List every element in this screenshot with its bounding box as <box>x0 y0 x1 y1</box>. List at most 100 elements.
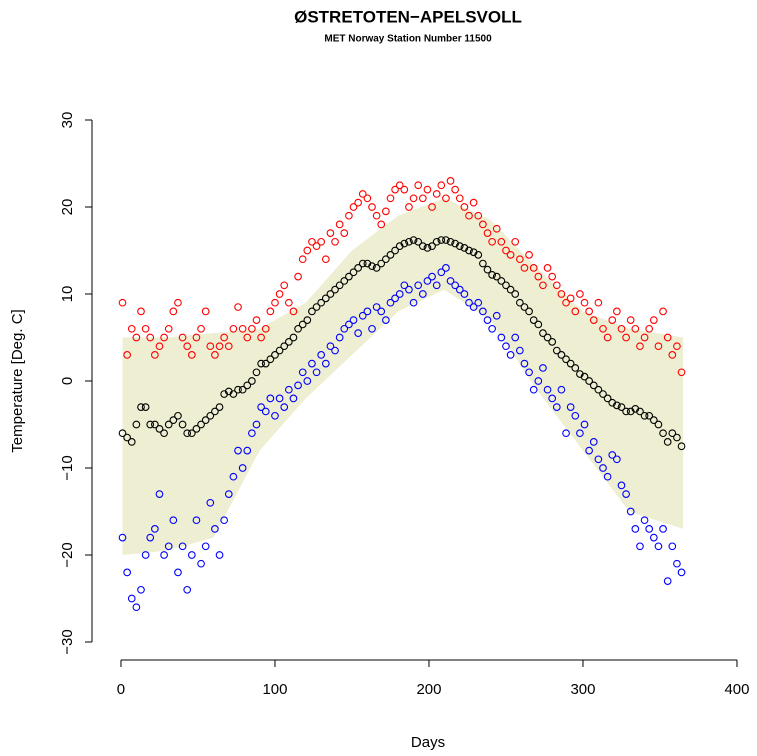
data-point <box>483 229 492 237</box>
data-point <box>603 394 612 403</box>
data-point <box>515 298 524 307</box>
data-point <box>308 237 316 246</box>
data-point <box>391 246 399 255</box>
data-point <box>178 420 187 429</box>
data-point <box>146 420 155 429</box>
data-point <box>197 420 205 429</box>
data-point <box>613 401 621 410</box>
data-point <box>372 211 381 220</box>
data-point <box>654 342 663 351</box>
data-point <box>321 359 330 368</box>
data-point <box>631 324 640 333</box>
data-point <box>275 394 284 403</box>
data-point <box>479 259 487 268</box>
data-point <box>187 429 196 438</box>
data-point <box>326 290 335 298</box>
data-point <box>414 237 423 246</box>
data-point <box>423 244 432 252</box>
data-point <box>562 298 570 307</box>
data-point <box>442 264 450 272</box>
data-point <box>197 559 205 568</box>
data-point <box>603 472 612 481</box>
data-point <box>492 272 501 281</box>
data-point <box>164 542 173 551</box>
data-point <box>589 316 598 324</box>
data-point <box>151 525 159 533</box>
data-point <box>386 251 395 259</box>
data-point <box>178 542 187 551</box>
data-point <box>626 507 635 516</box>
data-point <box>603 333 612 342</box>
data-point <box>617 324 626 333</box>
data-point <box>663 333 672 342</box>
chart-title: ØSTRETOTEN−APELSVOLL <box>294 7 522 26</box>
data-point <box>409 194 418 203</box>
y-tick-label: −30 <box>59 629 76 654</box>
data-point <box>566 359 575 368</box>
data-point <box>215 342 224 351</box>
data-point <box>289 333 298 342</box>
data-point <box>137 585 145 594</box>
data-point <box>645 525 654 533</box>
data-point <box>345 272 353 281</box>
data-point <box>220 516 229 525</box>
data-point <box>543 333 552 342</box>
data-point <box>317 237 326 246</box>
data-point <box>608 451 617 459</box>
data-point <box>261 359 270 368</box>
data-point <box>617 481 626 490</box>
data-point <box>428 272 436 281</box>
data-point <box>529 385 538 394</box>
data-point <box>432 281 441 290</box>
data-point <box>608 316 617 324</box>
data-point <box>640 516 649 525</box>
x-tick-label: 100 <box>262 681 287 698</box>
data-point <box>511 290 520 298</box>
data-point <box>659 429 667 438</box>
data-point <box>488 271 496 279</box>
data-point <box>266 394 275 403</box>
data-point <box>566 403 575 411</box>
data-point <box>386 194 395 203</box>
data-point <box>626 316 635 324</box>
data-point <box>257 333 265 342</box>
data-point <box>238 464 247 472</box>
data-point <box>585 446 593 455</box>
data-point <box>160 429 168 438</box>
data-point <box>594 298 603 307</box>
data-point <box>497 333 506 342</box>
data-point <box>534 377 543 385</box>
y-axis-label: Temperature [Deg. C] <box>9 309 26 452</box>
data-point <box>659 525 667 533</box>
data-point <box>525 368 533 377</box>
data-point <box>137 307 145 316</box>
data-point <box>275 346 284 355</box>
data-point <box>636 342 644 351</box>
data-point <box>451 281 460 290</box>
data-point <box>178 333 187 342</box>
data-point <box>146 533 155 542</box>
data-point <box>511 237 520 246</box>
x-tick-label: 300 <box>570 681 595 698</box>
x-tick-label: 0 <box>117 681 125 698</box>
data-point <box>354 264 362 272</box>
data-point <box>418 194 427 203</box>
data-point <box>215 403 224 411</box>
data-point <box>539 364 547 372</box>
data-point <box>557 351 566 359</box>
data-point <box>677 442 686 451</box>
data-point <box>649 533 658 542</box>
data-point <box>534 320 543 329</box>
data-point <box>529 316 538 324</box>
data-point <box>400 281 409 290</box>
data-point <box>465 246 473 255</box>
data-point <box>515 255 524 264</box>
data-point <box>534 272 543 281</box>
data-point <box>289 307 298 316</box>
data-point <box>497 237 506 246</box>
data-point <box>539 329 547 338</box>
data-point <box>677 368 686 377</box>
data-point <box>613 455 621 464</box>
data-point <box>645 411 654 420</box>
data-point <box>331 237 339 246</box>
